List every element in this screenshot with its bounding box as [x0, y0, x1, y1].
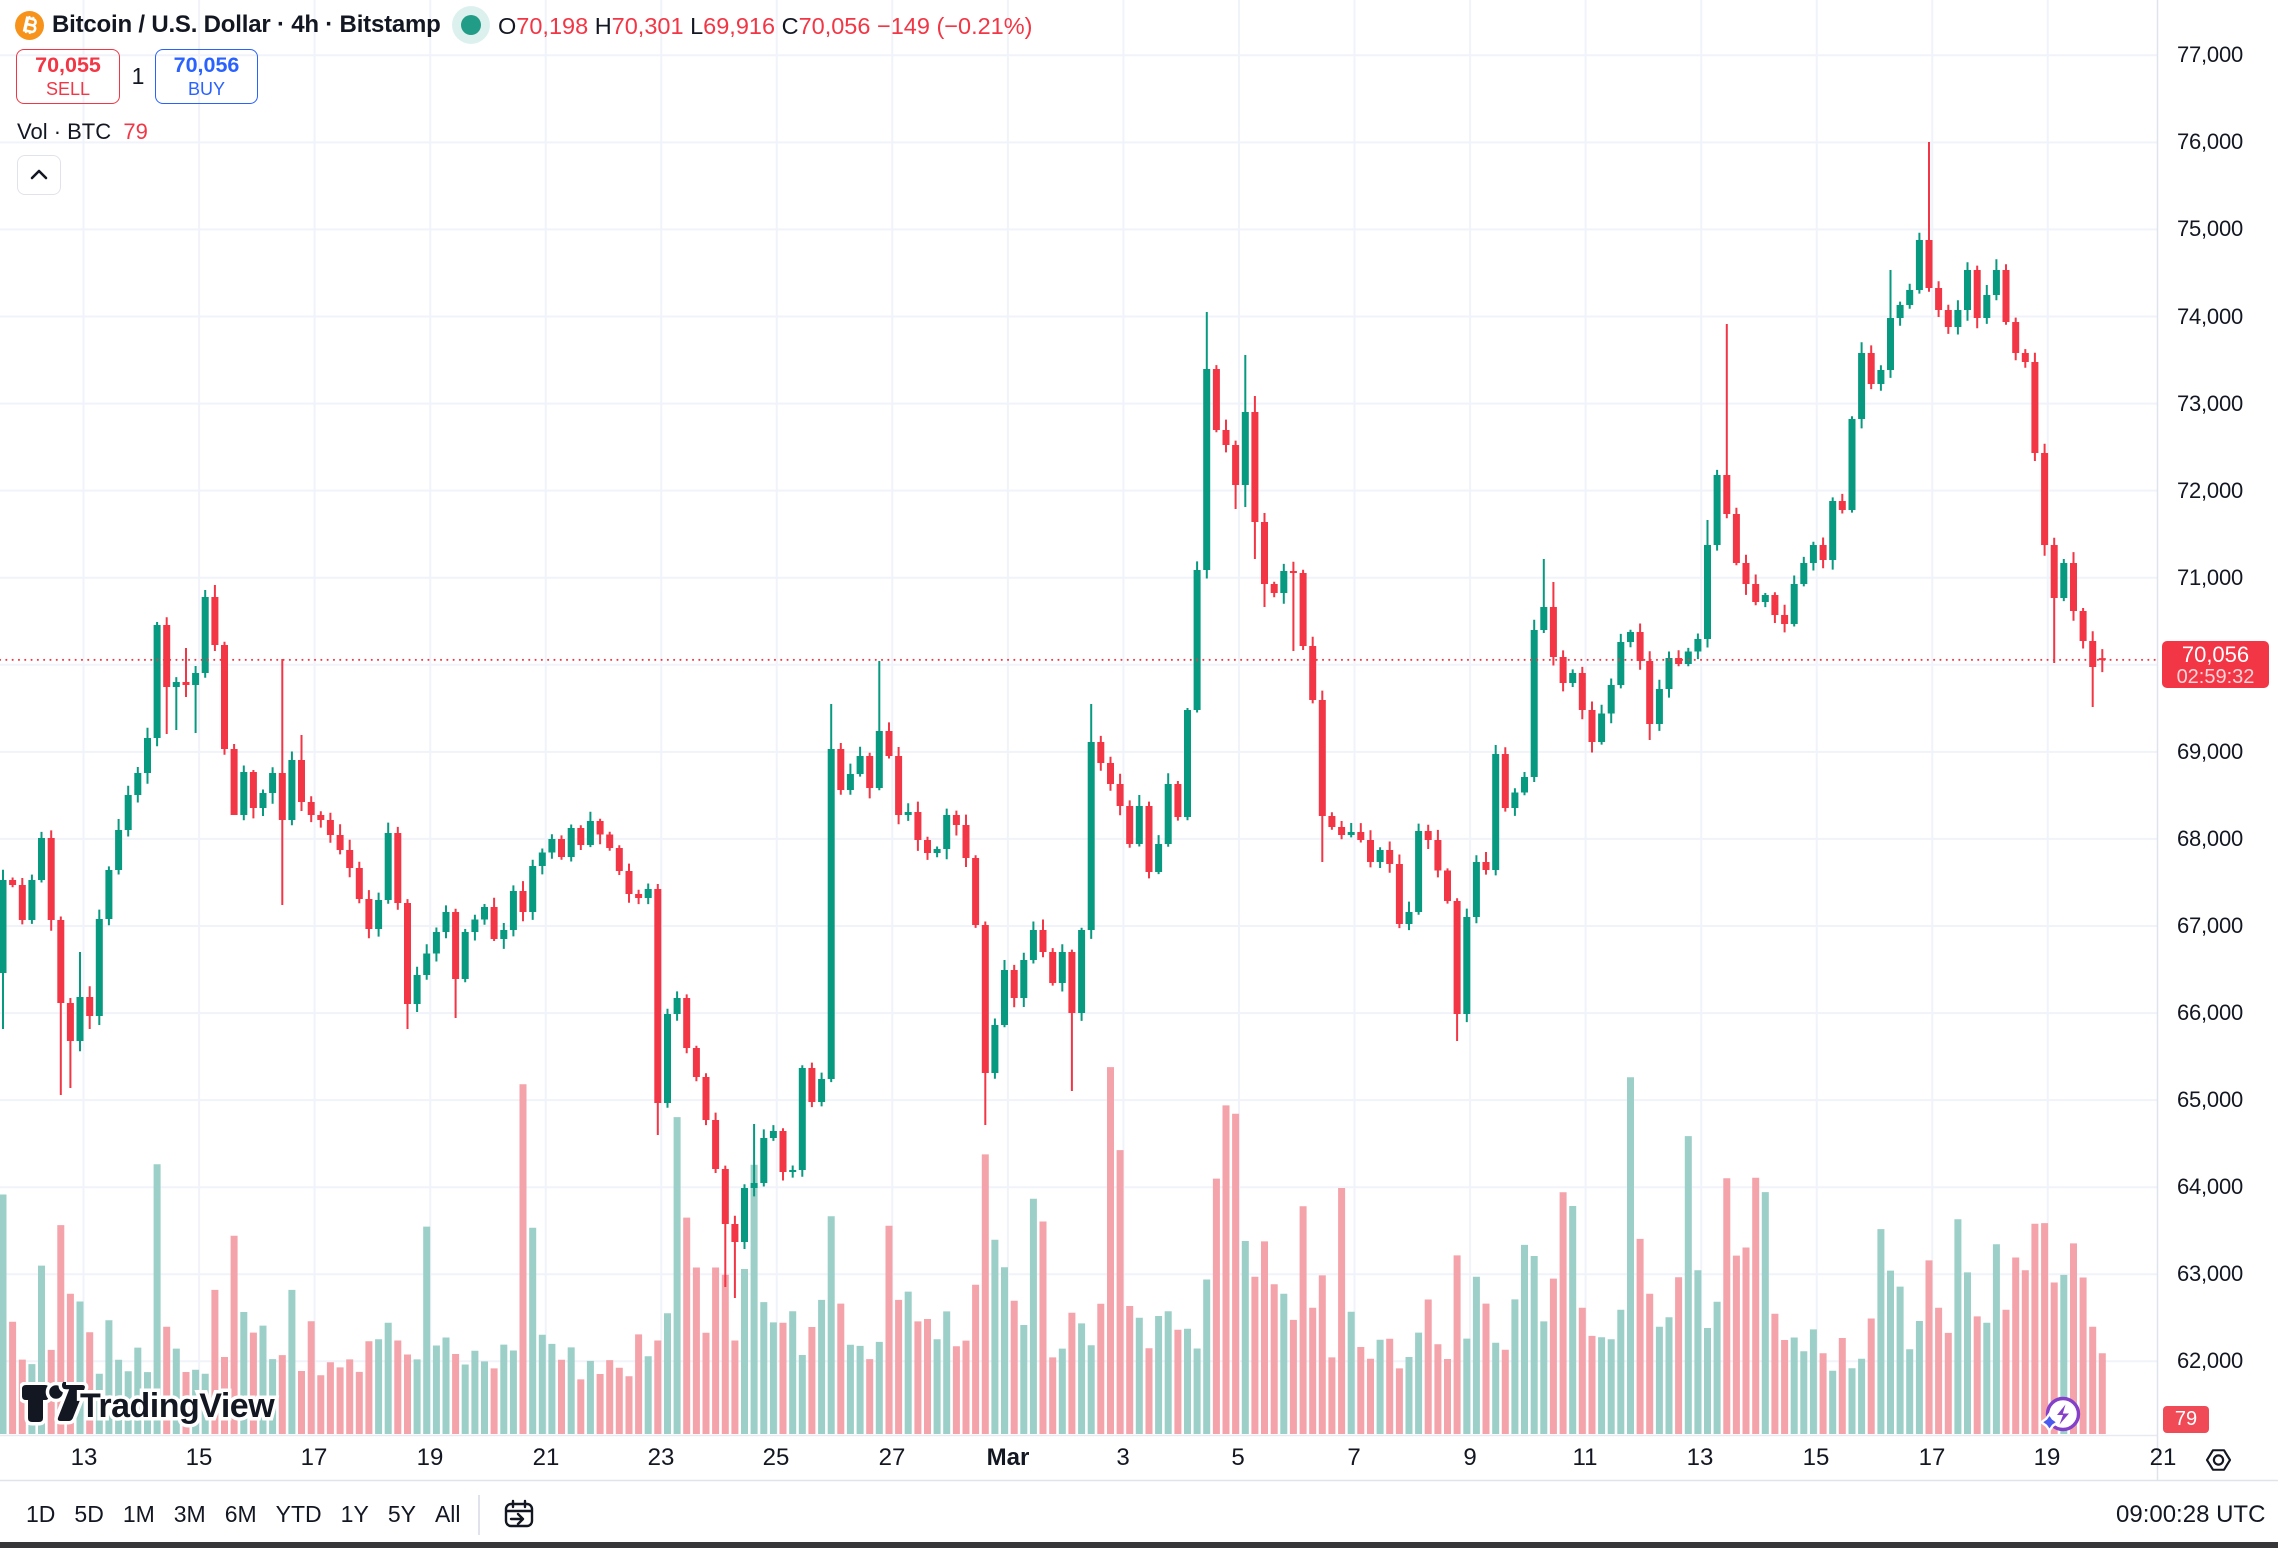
- svg-text:TradingView: TradingView: [80, 1387, 275, 1425]
